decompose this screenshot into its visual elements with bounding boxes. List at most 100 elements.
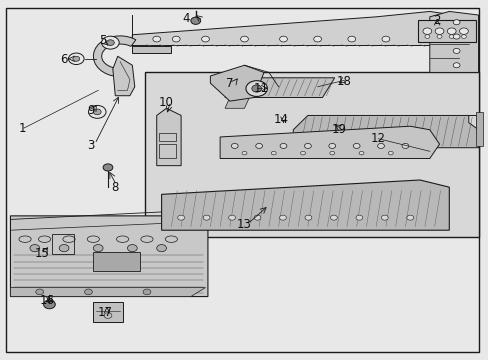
Circle shape	[452, 20, 459, 25]
Polygon shape	[113, 56, 135, 96]
Circle shape	[280, 143, 286, 148]
Polygon shape	[132, 12, 453, 45]
Text: 18: 18	[336, 75, 351, 88]
Polygon shape	[293, 116, 478, 148]
Polygon shape	[224, 98, 249, 108]
Circle shape	[406, 215, 413, 220]
Circle shape	[352, 143, 359, 148]
Circle shape	[459, 28, 468, 35]
Circle shape	[424, 35, 429, 39]
Circle shape	[401, 143, 408, 148]
Polygon shape	[417, 21, 475, 42]
Text: 7: 7	[225, 77, 233, 90]
Circle shape	[190, 17, 200, 24]
Text: 16: 16	[40, 294, 54, 307]
Circle shape	[347, 36, 355, 42]
Circle shape	[448, 35, 453, 39]
Text: 11: 11	[254, 82, 268, 95]
Circle shape	[43, 300, 55, 309]
Circle shape	[422, 28, 431, 35]
Circle shape	[172, 36, 180, 42]
Bar	[159, 134, 176, 140]
Bar	[144, 72, 478, 237]
Polygon shape	[157, 108, 181, 166]
Text: 17: 17	[98, 306, 113, 319]
Text: 9: 9	[87, 104, 95, 117]
Circle shape	[452, 63, 459, 68]
Circle shape	[254, 215, 261, 220]
Circle shape	[387, 151, 392, 155]
Text: 13: 13	[237, 218, 251, 231]
Circle shape	[381, 36, 389, 42]
Circle shape	[240, 36, 248, 42]
Text: 19: 19	[331, 123, 346, 136]
Text: 10: 10	[159, 96, 174, 109]
Text: 1: 1	[19, 122, 26, 135]
Circle shape	[452, 34, 459, 39]
Circle shape	[30, 244, 40, 252]
Circle shape	[245, 81, 267, 96]
Circle shape	[358, 151, 363, 155]
Circle shape	[313, 36, 321, 42]
Circle shape	[59, 244, 69, 252]
Circle shape	[231, 143, 238, 148]
Circle shape	[102, 36, 119, 49]
Circle shape	[447, 28, 455, 35]
Polygon shape	[10, 288, 205, 297]
Polygon shape	[429, 12, 478, 72]
Circle shape	[328, 143, 335, 148]
Circle shape	[93, 109, 101, 115]
Text: 4: 4	[182, 12, 189, 25]
Text: 12: 12	[370, 132, 386, 145]
Text: 15: 15	[35, 247, 49, 260]
Text: 8: 8	[111, 181, 119, 194]
Circle shape	[177, 215, 184, 220]
Text: 14: 14	[273, 113, 288, 126]
Circle shape	[88, 105, 106, 118]
Circle shape	[228, 215, 235, 220]
Circle shape	[461, 35, 466, 39]
Circle shape	[157, 244, 166, 252]
Circle shape	[84, 289, 92, 295]
Circle shape	[143, 289, 151, 295]
Polygon shape	[93, 36, 136, 77]
Circle shape	[127, 244, 137, 252]
Polygon shape	[161, 180, 448, 230]
Bar	[93, 252, 140, 271]
Circle shape	[355, 215, 362, 220]
Circle shape	[255, 143, 262, 148]
Circle shape	[271, 151, 276, 155]
Circle shape	[304, 143, 311, 148]
Circle shape	[279, 36, 287, 42]
Polygon shape	[93, 302, 122, 321]
Circle shape	[103, 164, 113, 171]
Circle shape	[279, 215, 286, 220]
Text: 3: 3	[87, 139, 94, 152]
Bar	[159, 144, 176, 158]
Circle shape	[251, 85, 261, 92]
Circle shape	[377, 143, 384, 148]
Circle shape	[201, 36, 209, 42]
Circle shape	[329, 151, 334, 155]
Text: 6: 6	[60, 53, 68, 66]
Circle shape	[434, 28, 443, 35]
Circle shape	[452, 48, 459, 53]
Bar	[52, 234, 74, 253]
Circle shape	[36, 289, 43, 295]
Polygon shape	[475, 112, 483, 146]
Circle shape	[300, 151, 305, 155]
Text: 5: 5	[99, 33, 106, 47]
Circle shape	[73, 56, 80, 61]
Polygon shape	[224, 78, 334, 98]
Circle shape	[106, 40, 114, 45]
Polygon shape	[132, 45, 171, 53]
Circle shape	[68, 53, 84, 64]
Circle shape	[242, 151, 246, 155]
Circle shape	[436, 35, 441, 39]
Circle shape	[203, 215, 209, 220]
Circle shape	[93, 244, 103, 252]
Polygon shape	[10, 209, 207, 297]
Circle shape	[330, 215, 337, 220]
Circle shape	[153, 36, 160, 42]
Polygon shape	[210, 65, 264, 101]
